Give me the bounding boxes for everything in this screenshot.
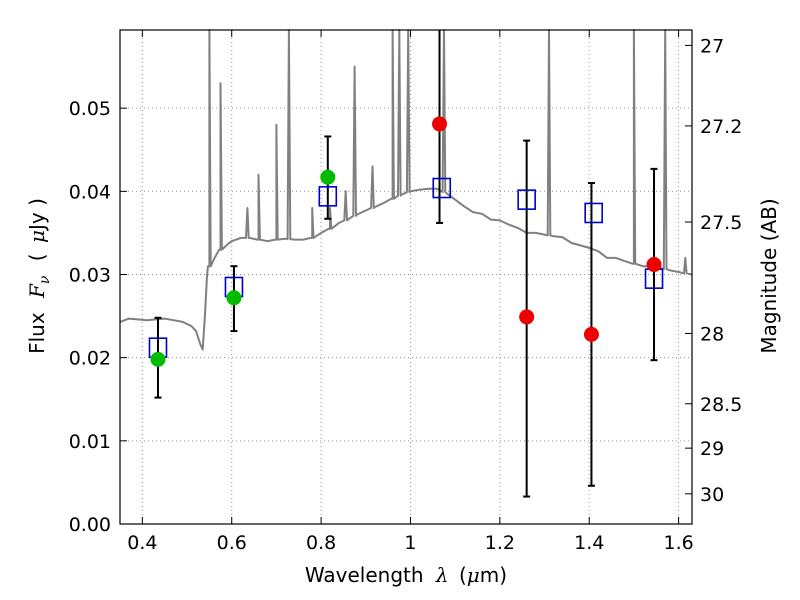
x-axis-label-symbol: λ — [435, 563, 449, 587]
y-axis-label-mu: μ — [25, 230, 49, 243]
mag-tick-label: 29 — [700, 438, 724, 460]
observed-points — [150, 116, 662, 367]
observed-point — [583, 326, 599, 342]
y-tick-label: 0.04 — [69, 181, 111, 203]
observed-point — [646, 257, 662, 273]
y-axis-label-unit: Jy ) — [25, 198, 49, 232]
y-axis-label: Flux Fν ( μJy ) — [25, 198, 54, 354]
y-tick-label: 0.00 — [69, 514, 111, 536]
template-spectrum — [119, 29, 693, 351]
mag-tick-label: 27.2 — [700, 116, 742, 138]
x-axis-label-unit: m) — [480, 563, 507, 587]
observed-point — [226, 290, 242, 306]
x-tick-label: 0.4 — [127, 532, 157, 554]
y-tick-label: 0.01 — [69, 431, 111, 453]
y-tick-label: 0.02 — [69, 348, 111, 370]
x-axis-label: Wavelength λ (μm) — [305, 563, 507, 587]
y-tick-label: 0.03 — [69, 265, 111, 287]
x-tick-label: 1.6 — [663, 532, 693, 554]
model-point — [432, 177, 452, 199]
mag-tick-label: 30 — [700, 484, 724, 506]
x-tick-label: 1 — [404, 532, 416, 554]
model-point — [584, 202, 603, 224]
model-point — [318, 186, 338, 207]
x-tick-label: 0.6 — [217, 532, 247, 554]
y-tick-label: 0.05 — [69, 98, 111, 120]
template-spectrum-line — [119, 29, 693, 351]
y-axis-label-subscript: ν — [37, 275, 53, 284]
y-axis-label-prefix: Flux — [25, 312, 49, 354]
x-tick-label: 0.8 — [306, 532, 336, 554]
mag-tick-label: 28.5 — [700, 394, 742, 416]
x-axis-label-mu: μ — [467, 563, 480, 587]
mag-tick-label: 27 — [700, 35, 724, 57]
y-axis-label-symbol: F — [25, 283, 49, 299]
observed-point — [150, 351, 166, 367]
axis-ticks: 0.4 0.6 0.8 1 1.2 1.4 1.6 0.00 0.01 0.02 0.03 0.04 0… — [69, 30, 742, 554]
right-axis-label: Magnitude (AB) — [757, 198, 781, 353]
observed-point — [519, 309, 535, 325]
mag-tick-label: 28 — [700, 323, 724, 345]
x-axis-label-prefix: Wavelength — [305, 563, 424, 587]
x-axis-label-open: ( — [459, 563, 467, 587]
model-point — [517, 189, 536, 210]
observed-point — [432, 116, 448, 132]
mag-tick-label: 27.5 — [700, 212, 742, 234]
plot-border — [119, 29, 693, 525]
plot-frame — [119, 29, 693, 525]
y-axis-label-open: ( — [25, 253, 49, 261]
error-bars — [154, 30, 658, 498]
x-tick-label: 1.4 — [574, 532, 604, 554]
grid — [120, 30, 692, 525]
observed-point — [320, 169, 336, 185]
x-tick-label: 1.2 — [485, 532, 515, 554]
